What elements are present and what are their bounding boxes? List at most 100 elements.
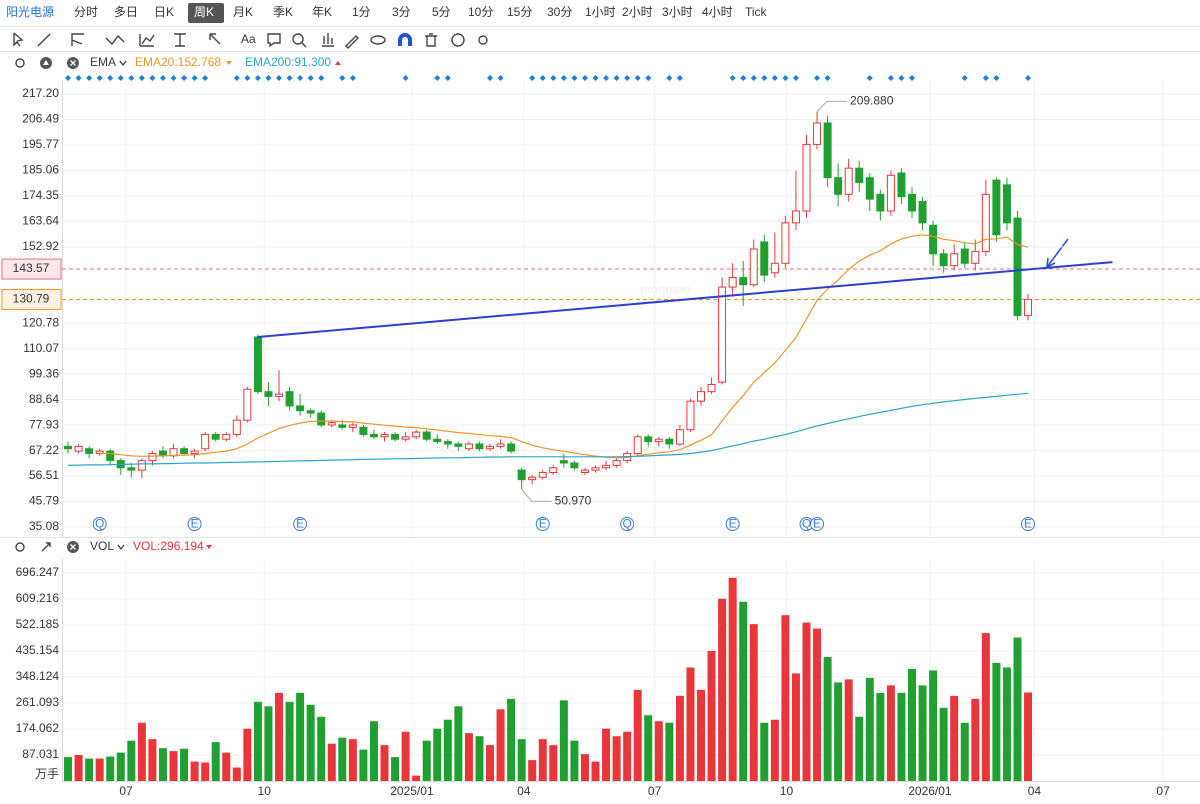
candle-body [876, 193, 885, 212]
event-label[interactable]: E [813, 517, 821, 531]
event-marker[interactable] [92, 517, 107, 531]
timeframe-tab[interactable]: 周K [194, 5, 214, 19]
timeframe-tab[interactable]: 30分 [547, 5, 572, 19]
indicator-name[interactable]: EMA [90, 55, 116, 69]
candle-body [1024, 298, 1033, 317]
event-label[interactable]: E [296, 517, 304, 531]
settings-icon[interactable] [15, 58, 25, 68]
event-marker[interactable] [810, 517, 825, 531]
visibility-tool[interactable] [370, 35, 386, 45]
signal-marker [170, 75, 177, 81]
candle-body [939, 253, 948, 267]
timeframe-tab[interactable]: 多日 [114, 5, 138, 19]
candle-body [929, 224, 938, 255]
signal-marker [729, 75, 736, 81]
zoom-tool[interactable] [292, 33, 304, 45]
candle-body [591, 467, 600, 471]
volume-bar [1024, 692, 1033, 781]
event-marker[interactable] [620, 517, 635, 531]
arrow-tool[interactable] [209, 33, 221, 45]
bars-tool[interactable] [322, 33, 334, 47]
indicator-name[interactable]: VOL [90, 539, 114, 553]
volume-bar [538, 739, 547, 781]
line-tool[interactable] [37, 33, 51, 47]
delete-tool[interactable] [425, 33, 437, 47]
candle-body [306, 410, 315, 414]
measure-tool[interactable] [174, 33, 186, 47]
candle-body [834, 177, 843, 195]
y-tick-label: 67.22 [29, 443, 59, 457]
settings-icon[interactable] [15, 542, 25, 552]
zoom-tool-handle[interactable] [301, 42, 307, 48]
event-label[interactable]: E [729, 517, 737, 531]
timeframe-tab[interactable]: 15分 [507, 5, 532, 19]
volume-bar [960, 722, 969, 781]
signal-marker [761, 75, 768, 81]
timeframe-tab[interactable]: 分时 [74, 5, 98, 19]
volume-bar [897, 692, 906, 781]
timeframe-tab[interactable]: 1小时 [585, 5, 616, 19]
channel-tool[interactable] [71, 33, 84, 46]
sync-tool[interactable] [451, 33, 465, 47]
drawing-tools[interactable]: Aa [13, 32, 488, 49]
signal-marker [645, 75, 652, 81]
event-marker[interactable] [293, 517, 308, 531]
note-tool[interactable] [267, 33, 281, 48]
event-label[interactable]: Q [802, 517, 811, 531]
candle-body [886, 174, 895, 212]
y-tick-label: 174.35 [22, 188, 59, 202]
event-marker[interactable] [535, 517, 550, 531]
event-label[interactable]: E [191, 517, 199, 531]
timeframe-tab[interactable]: 日K [154, 5, 174, 19]
event-marker[interactable] [1021, 517, 1036, 531]
timeframe-tab[interactable]: 月K [233, 5, 253, 19]
expand-icon[interactable] [41, 542, 51, 552]
settings-tool[interactable] [478, 35, 488, 45]
arrow-shaft [1046, 238, 1069, 268]
event-label[interactable]: E [539, 517, 547, 531]
volume-bar [137, 722, 146, 781]
candle-body [1002, 184, 1011, 224]
timeframe-tab[interactable]: 4小时 [702, 5, 733, 19]
event-label[interactable]: E [1024, 517, 1032, 531]
candle-body [686, 400, 695, 431]
y-tick-label: 152.92 [22, 239, 59, 253]
candle-body [211, 433, 220, 440]
candle-body [802, 143, 811, 212]
cursor-tool[interactable] [13, 32, 24, 47]
event-label[interactable]: Q [95, 517, 104, 531]
signal-marker [244, 75, 251, 81]
event-label[interactable]: Q [622, 517, 631, 531]
wave-tool[interactable] [105, 34, 125, 46]
pattern-tool[interactable] [139, 34, 155, 47]
legend-caret [226, 61, 232, 65]
timeframe-tab[interactable]: 3分 [392, 5, 411, 19]
candle-body [696, 391, 705, 402]
timeframe-tab[interactable]: 2小时 [622, 5, 653, 19]
timeframe-tab[interactable]: Tick [745, 5, 768, 19]
signal-marker [86, 75, 93, 81]
candle-body [707, 384, 716, 393]
volume-bar [116, 752, 125, 781]
brush-tool[interactable] [345, 35, 359, 49]
text-tool[interactable]: Aa [241, 32, 256, 46]
magnet-tool[interactable] [398, 33, 412, 46]
timeframe-tab[interactable]: 季K [273, 5, 293, 19]
y-tick-label: 348.124 [16, 669, 60, 683]
timeframe-tab[interactable]: 年K [312, 5, 332, 19]
event-marker[interactable] [187, 517, 202, 531]
volume-bar [612, 736, 621, 781]
candle-body [981, 193, 990, 252]
timeframe-tab[interactable]: 10分 [468, 5, 493, 19]
candle-body [781, 222, 790, 264]
timeframe-tab[interactable]: 3小时 [662, 5, 693, 19]
timeframe-tab[interactable]: 1分 [352, 5, 371, 19]
timeframe-tab[interactable]: 阳光电源 [6, 5, 54, 19]
timeframe-tab[interactable]: 5分 [432, 5, 451, 19]
signal-marker [297, 75, 304, 81]
candle-body [971, 250, 980, 264]
candle-body [918, 200, 927, 224]
event-marker[interactable] [725, 517, 740, 531]
panel-header: EMA [15, 55, 127, 69]
